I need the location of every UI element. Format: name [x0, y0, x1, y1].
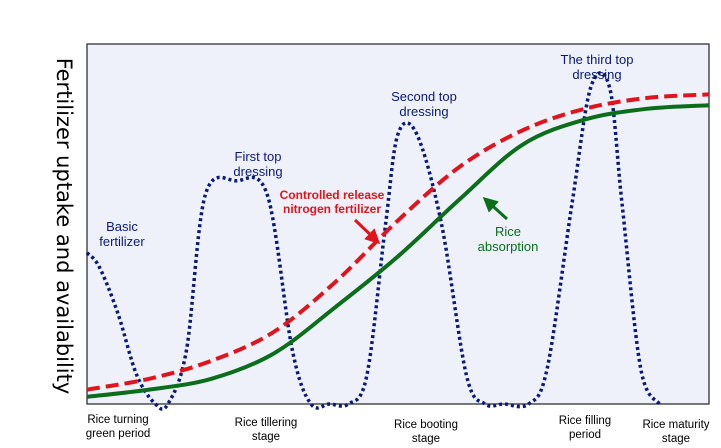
series-layer — [85, 71, 710, 411]
x-tick-label: stage — [252, 431, 280, 443]
annotation-line: dressing — [233, 164, 282, 179]
x-tick-label: Rice tillering — [235, 417, 298, 429]
annotation-line: dressing — [572, 67, 621, 82]
x-tick-label: stage — [662, 433, 690, 445]
annotation-rice-absorption: Rice absorption — [478, 196, 539, 254]
rice-arrow — [482, 196, 509, 221]
x-tick-maturity: Rice maturity stage — [642, 419, 709, 445]
plot-area — [86, 43, 710, 405]
annotation-line: First top — [235, 149, 282, 164]
annotation-line: Controlled release — [280, 188, 385, 202]
annotation-basic-fertilizer: Basic fertilizer — [99, 219, 145, 249]
annotation-first-top-dressing: First top dressing — [233, 149, 282, 179]
x-tick-filling: Rice filling period — [559, 415, 611, 441]
annotation-line: absorption — [478, 239, 539, 254]
x-tick-label: Rice booting — [394, 419, 458, 431]
annotation-line: fertilizer — [99, 234, 145, 249]
annotation-controlled-release: Controlled release nitrogen fertilizer — [280, 188, 385, 245]
y-axis-label: Fertilizer uptake and availability — [52, 58, 76, 395]
annotation-line: Second top — [391, 89, 457, 104]
annotation-line: Basic — [106, 219, 138, 234]
x-tick-label: Rice filling — [559, 415, 611, 427]
x-tick-label: period — [569, 429, 601, 441]
x-tick-label: green period — [86, 428, 151, 440]
series-line-rice — [86, 103, 710, 399]
annotation-line: dressing — [399, 104, 448, 119]
annotation-third-top-dressing: The third top dressing — [561, 52, 634, 82]
x-tick-booting: Rice booting stage — [394, 419, 458, 445]
controlled-arrow — [353, 218, 381, 245]
annotation-line: Rice — [495, 224, 521, 239]
x-tick-tillering: Rice tillering stage — [235, 417, 298, 443]
x-tick-label: Rice maturity — [642, 419, 709, 431]
x-tick-label: stage — [412, 433, 440, 445]
x-tick-label: Rice turning — [87, 414, 148, 426]
annotation-second-top-dressing: Second top dressing — [391, 89, 457, 119]
annotation-line: The third top — [561, 52, 634, 67]
series-line-pulses — [85, 71, 661, 411]
series-line-controlled — [86, 92, 710, 392]
annotation-line: nitrogen fertilizer — [283, 202, 381, 216]
x-tick-turning: Rice turning green period — [86, 414, 151, 440]
